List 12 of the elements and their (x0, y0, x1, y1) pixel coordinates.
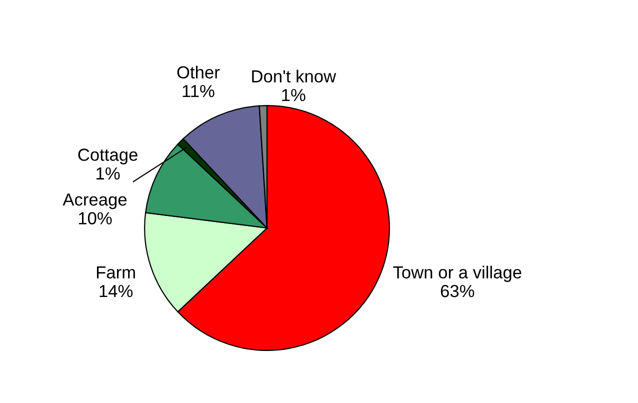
slice-label: Cottage (78, 148, 138, 164)
slice-label: Acreage (62, 194, 127, 210)
data-label: 1% (282, 88, 306, 102)
data-label: 14% (100, 284, 133, 298)
slice-label: Farm (96, 266, 135, 279)
slice-label: Don't know (252, 70, 336, 83)
data-label: 10% (78, 212, 112, 224)
slice-label: Other (177, 66, 220, 79)
slice-label: Town or a village (393, 266, 522, 282)
data-label: 11% (182, 84, 214, 98)
data-label: 63% (440, 284, 474, 298)
data-label: 1% (96, 167, 120, 180)
